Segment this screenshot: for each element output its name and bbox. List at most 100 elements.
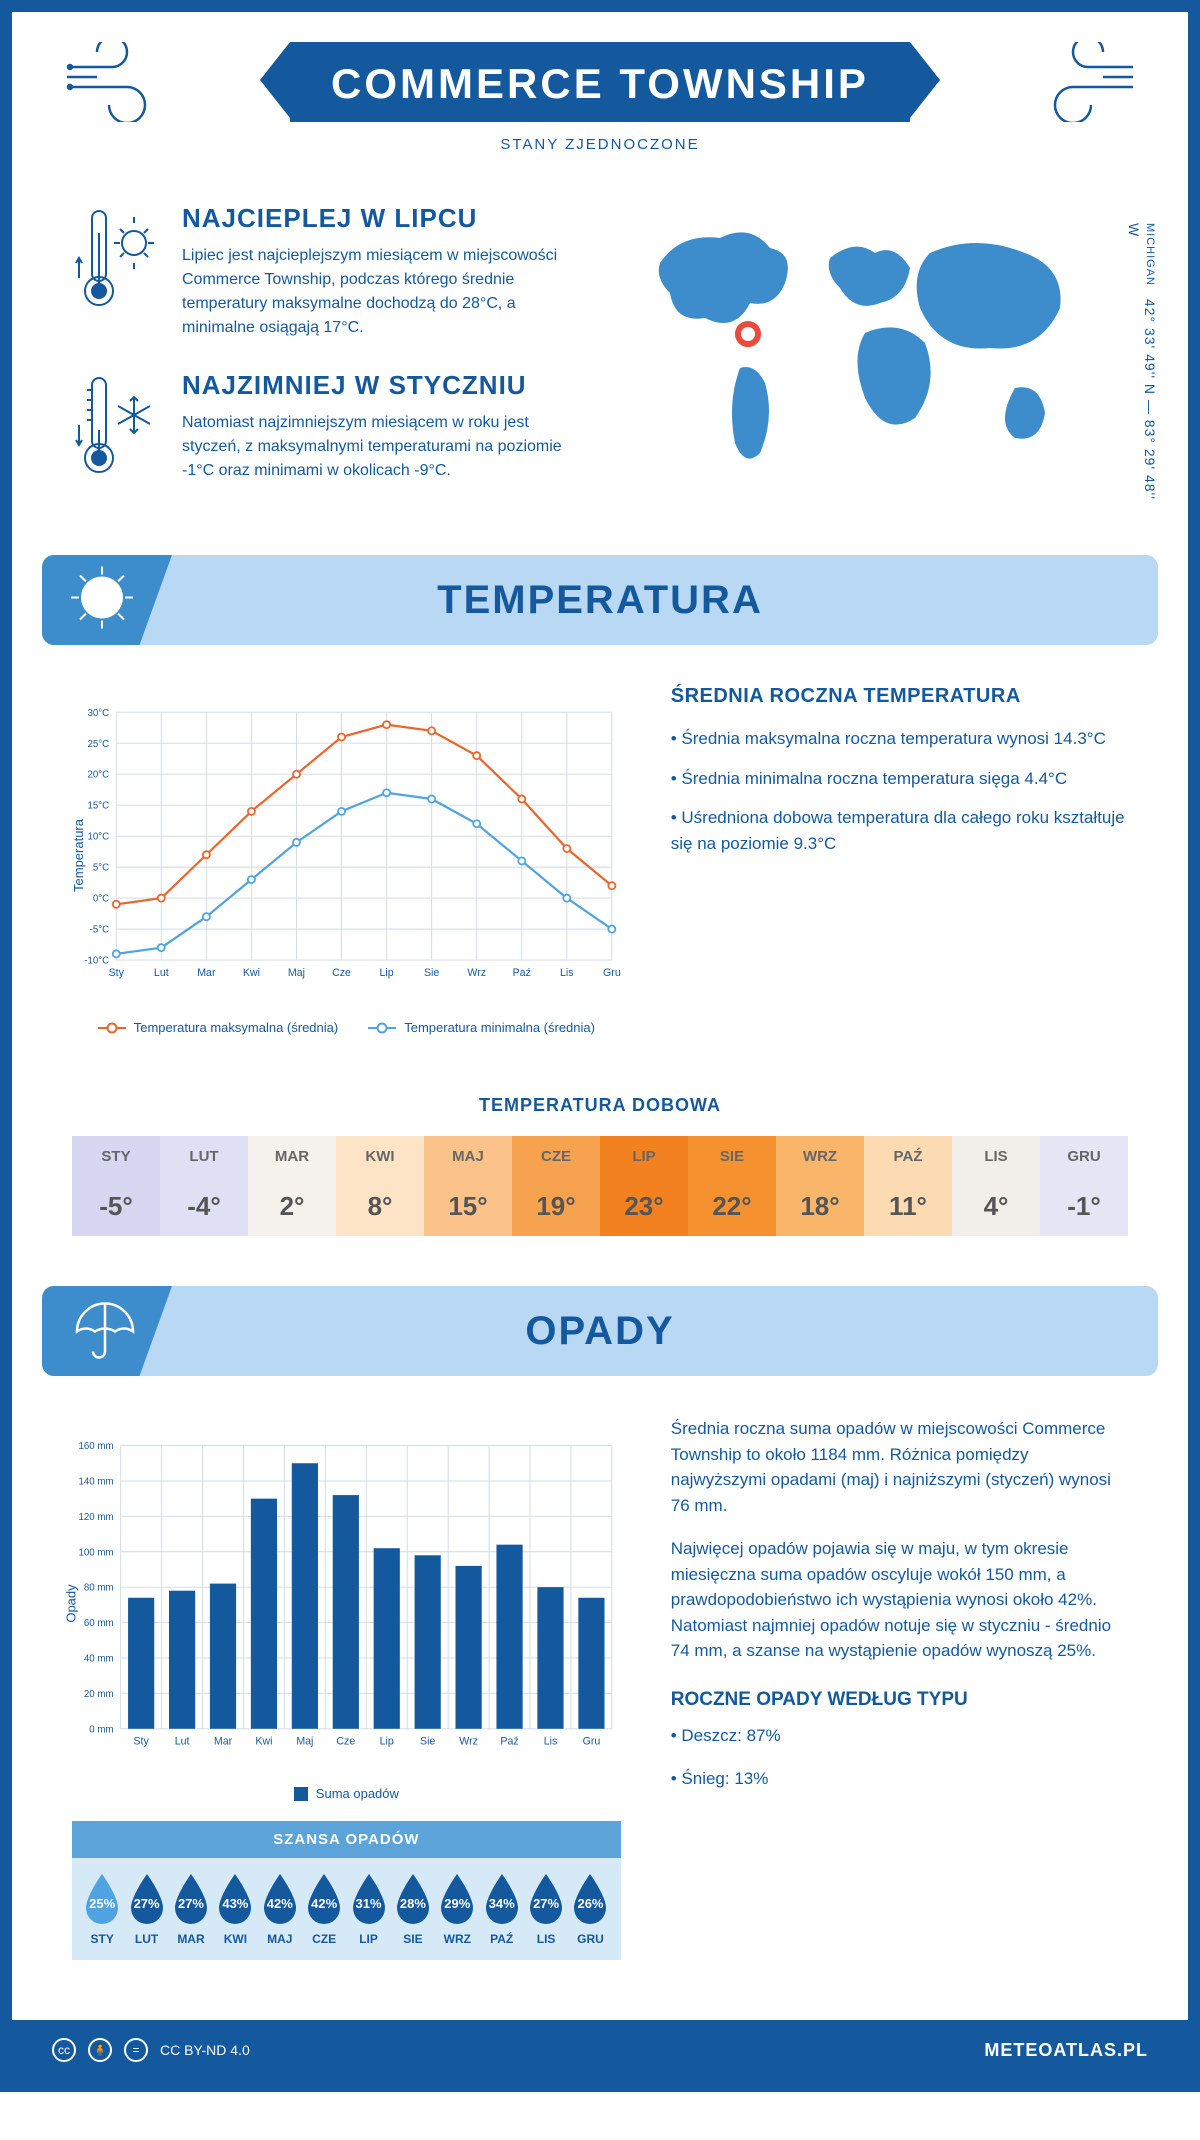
daily-temp-cell: STY-5° bbox=[72, 1136, 160, 1236]
svg-text:Lut: Lut bbox=[154, 967, 169, 979]
temperature-heading: TEMPERATURA bbox=[437, 578, 763, 623]
world-map: MICHIGAN 42° 33' 49'' N — 83° 29' 48'' W bbox=[620, 203, 1128, 515]
svg-text:0 mm: 0 mm bbox=[89, 1724, 113, 1735]
state-label: MICHIGAN bbox=[1144, 223, 1156, 286]
svg-text:Wrz: Wrz bbox=[459, 1736, 478, 1748]
svg-text:20 mm: 20 mm bbox=[84, 1689, 114, 1700]
chance-cell: 43%KWI bbox=[213, 1872, 257, 1946]
fact-cold-title: NAJZIMNIEJ W STYCZNIU bbox=[182, 370, 580, 401]
svg-text:Gru: Gru bbox=[583, 1736, 601, 1748]
subtitle: STANY ZJEDNOCZONE bbox=[52, 136, 1148, 153]
precip-ylabel: Opady bbox=[64, 1584, 79, 1622]
fact-cold-body: Natomiast najzimniejszym miesiącem w rok… bbox=[182, 411, 580, 483]
daily-temp-table: STY-5°LUT-4°MAR2°KWI8°MAJ15°CZE19°LIP23°… bbox=[72, 1136, 1128, 1236]
daily-temp-cell: LUT-4° bbox=[160, 1136, 248, 1236]
temp-ylabel: Temperatura bbox=[71, 819, 86, 892]
chance-cell: 28%SIE bbox=[391, 1872, 435, 1946]
cc-icon: cc bbox=[52, 2038, 76, 2062]
temperature-stats: ŚREDNIA ROCZNA TEMPERATURA • Średnia mak… bbox=[671, 685, 1128, 1035]
svg-text:Mar: Mar bbox=[197, 967, 216, 979]
header: COMMERCE TOWNSHIP STANY ZJEDNOCZONE bbox=[12, 12, 1188, 173]
svg-text:Cze: Cze bbox=[332, 967, 351, 979]
chance-cell: 29%WRZ bbox=[435, 1872, 479, 1946]
svg-text:Maj: Maj bbox=[296, 1736, 313, 1748]
fact-hot: NAJCIEPLEJ W LIPCU Lipiec jest najcieple… bbox=[72, 203, 580, 340]
chance-cell: 26%GRU bbox=[568, 1872, 612, 1946]
svg-text:40 mm: 40 mm bbox=[84, 1653, 114, 1664]
svg-text:25°C: 25°C bbox=[87, 739, 109, 750]
legend-max: Temperatura maksymalna (średnia) bbox=[98, 1020, 338, 1035]
svg-text:Sie: Sie bbox=[424, 967, 439, 979]
chance-cell: 27%LIS bbox=[524, 1872, 568, 1946]
precip-para1: Średnia roczna suma opadów w miejscowośc… bbox=[671, 1416, 1128, 1518]
svg-text:Lip: Lip bbox=[380, 1736, 394, 1748]
umbrella-icon bbox=[67, 1294, 137, 1369]
thermometer-cold-icon bbox=[72, 370, 162, 485]
svg-text:100 mm: 100 mm bbox=[78, 1547, 113, 1558]
fact-cold: NAJZIMNIEJ W STYCZNIU Natomiast najzimni… bbox=[72, 370, 580, 485]
svg-text:Lip: Lip bbox=[380, 967, 394, 979]
wind-icon bbox=[62, 42, 172, 127]
fact-hot-title: NAJCIEPLEJ W LIPCU bbox=[182, 203, 580, 234]
svg-text:0°C: 0°C bbox=[93, 894, 109, 905]
sun-icon bbox=[67, 563, 137, 638]
daily-temp-cell: LIS4° bbox=[952, 1136, 1040, 1236]
precip-chance-box: SZANSA OPADÓW 25%STY27%LUT27%MAR43%KWI42… bbox=[72, 1821, 621, 1960]
svg-text:5°C: 5°C bbox=[93, 863, 109, 874]
temp-stat-item: • Średnia maksymalna roczna temperatura … bbox=[671, 726, 1128, 752]
chance-cell: 42%CZE bbox=[302, 1872, 346, 1946]
temp-stats-heading: ŚREDNIA ROCZNA TEMPERATURA bbox=[671, 685, 1128, 708]
svg-text:60 mm: 60 mm bbox=[84, 1618, 114, 1629]
svg-text:160 mm: 160 mm bbox=[78, 1441, 113, 1452]
svg-text:15°C: 15°C bbox=[87, 801, 109, 812]
license-text: CC BY-ND 4.0 bbox=[160, 2042, 250, 2058]
svg-text:Kwi: Kwi bbox=[255, 1736, 272, 1748]
daily-temp-cell: PAŹ11° bbox=[864, 1136, 952, 1236]
site-name: METEOATLAS.PL bbox=[984, 2040, 1148, 2061]
precip-section-header: OPADY bbox=[42, 1286, 1158, 1376]
daily-temp-cell: GRU-1° bbox=[1040, 1136, 1128, 1236]
daily-temp-cell: KWI8° bbox=[336, 1136, 424, 1236]
svg-text:-5°C: -5°C bbox=[90, 925, 110, 936]
temperature-line-chart: Temperatura -10°C -5°C 0°C 5°C 10°C 15°C 20°C 2… bbox=[72, 685, 621, 1035]
precip-text: Średnia roczna suma opadów w miejscowośc… bbox=[671, 1416, 1128, 1960]
svg-text:Paź: Paź bbox=[513, 967, 531, 979]
fact-hot-body: Lipiec jest najcieplejszym miesiącem w m… bbox=[182, 244, 580, 340]
svg-text:10°C: 10°C bbox=[87, 832, 109, 843]
precip-type-item: • Śnieg: 13% bbox=[671, 1766, 1128, 1792]
chance-cell: 25%STY bbox=[80, 1872, 124, 1946]
svg-text:-10°C: -10°C bbox=[84, 956, 109, 967]
svg-text:Gru: Gru bbox=[603, 967, 621, 979]
daily-temp-cell: CZE19° bbox=[512, 1136, 600, 1236]
page: COMMERCE TOWNSHIP STANY ZJEDNOCZONE NAJC… bbox=[0, 0, 1200, 2092]
svg-text:Sty: Sty bbox=[109, 967, 125, 979]
chance-cell: 31%LIP bbox=[346, 1872, 390, 1946]
svg-text:Lut: Lut bbox=[175, 1736, 190, 1748]
thermometer-hot-icon bbox=[72, 203, 162, 340]
svg-text:Lis: Lis bbox=[544, 1736, 558, 1748]
precip-by-type-heading: ROCZNE OPADY WEDŁUG TYPU bbox=[671, 1689, 1128, 1711]
page-title: COMMERCE TOWNSHIP bbox=[290, 60, 910, 108]
precip-type-item: • Deszcz: 87% bbox=[671, 1723, 1128, 1749]
svg-text:Paź: Paź bbox=[500, 1736, 518, 1748]
precip-bar-chart: Opady 0 mm20 mm40 mm60 mm80 mm100 mm120 … bbox=[72, 1416, 621, 1776]
svg-text:20°C: 20°C bbox=[87, 770, 109, 781]
title-ribbon: COMMERCE TOWNSHIP bbox=[290, 42, 910, 122]
daily-temp-cell: MAR2° bbox=[248, 1136, 336, 1236]
svg-text:Wrz: Wrz bbox=[467, 967, 486, 979]
daily-temp-cell: MAJ15° bbox=[424, 1136, 512, 1236]
by-icon: 🧍 bbox=[88, 2038, 112, 2062]
svg-text:120 mm: 120 mm bbox=[78, 1512, 113, 1523]
svg-text:30°C: 30°C bbox=[87, 708, 109, 719]
daily-temp-cell: LIP23° bbox=[600, 1136, 688, 1236]
svg-text:Mar: Mar bbox=[214, 1736, 233, 1748]
precip-heading: OPADY bbox=[525, 1309, 674, 1354]
chance-cell: 42%MAJ bbox=[258, 1872, 302, 1946]
temp-stat-item: • Uśredniona dobowa temperatura dla całe… bbox=[671, 805, 1128, 856]
temp-stat-item: • Średnia minimalna roczna temperatura s… bbox=[671, 766, 1128, 792]
temperature-section-header: TEMPERATURA bbox=[42, 555, 1158, 645]
nd-icon: = bbox=[124, 2038, 148, 2062]
precip-para2: Najwięcej opadów pojawia się w maju, w t… bbox=[671, 1536, 1128, 1664]
intro-section: NAJCIEPLEJ W LIPCU Lipiec jest najcieple… bbox=[12, 173, 1188, 555]
location-marker-icon bbox=[735, 321, 761, 347]
